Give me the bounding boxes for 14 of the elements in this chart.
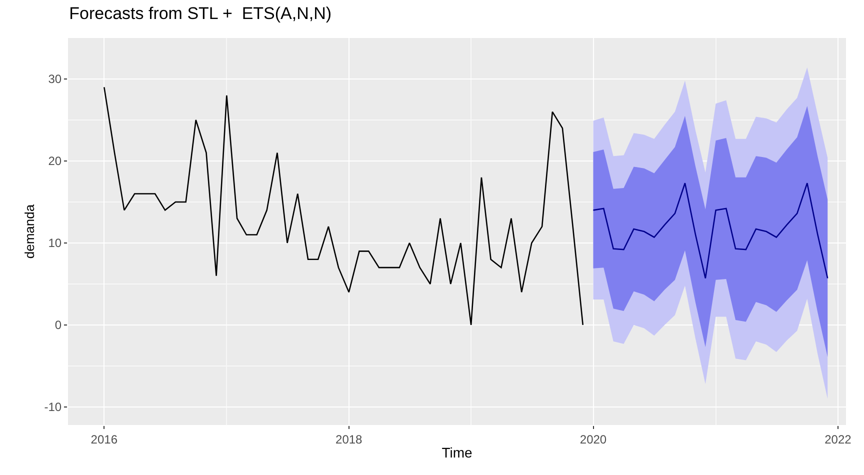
x-tick-label: 2022	[824, 432, 852, 446]
y-axis-title: demanda	[22, 204, 38, 259]
chart-title: Forecasts from STL + ETS(A,N,N)	[69, 4, 332, 24]
y-tick-label: 10	[48, 236, 62, 250]
x-tick-label: 2018	[336, 432, 363, 446]
x-tick-label: 2020	[580, 432, 607, 446]
x-axis-title: Time	[442, 444, 473, 461]
y-tick-label: 0	[54, 318, 62, 332]
line-series	[104, 86, 584, 326]
y-tick-label: 30	[48, 72, 62, 86]
x-tick-label: 2016	[90, 432, 118, 446]
y-tick-label: 20	[48, 154, 62, 168]
y-tick-label: -10	[44, 400, 62, 414]
line-series	[592, 182, 828, 279]
